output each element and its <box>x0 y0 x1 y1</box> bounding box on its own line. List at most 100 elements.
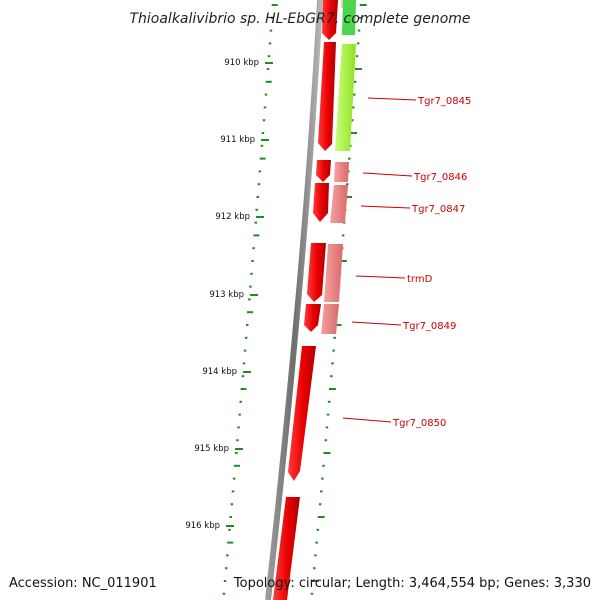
gc-dot <box>247 311 254 314</box>
cds-feature <box>322 0 338 40</box>
gc-dot <box>265 80 272 83</box>
gc-dot <box>311 580 319 582</box>
gc-dot <box>356 42 360 45</box>
gc-dot <box>232 477 236 480</box>
gc-dot <box>316 528 320 531</box>
gc-dot <box>233 464 240 467</box>
gc-dot <box>252 247 255 250</box>
gc-dot <box>352 106 355 109</box>
gc-dot <box>346 183 349 186</box>
tick-mark <box>250 294 258 296</box>
gc-dot <box>230 503 234 506</box>
gc-dot <box>223 580 227 582</box>
gc-dot <box>239 400 242 403</box>
gc-dot <box>224 567 228 570</box>
gene-label[interactable]: Tgr7_0847 <box>411 204 465 215</box>
gene-callout-line <box>362 172 413 177</box>
gene-feature <box>334 162 349 182</box>
gc-dot <box>229 516 232 518</box>
cds-track <box>273 0 338 600</box>
rna-feature <box>342 0 356 35</box>
gc-dot <box>350 132 358 134</box>
gc-dot <box>324 439 328 442</box>
gc-dot <box>226 554 229 557</box>
gene-label[interactable]: Tgr7_0845 <box>417 96 471 107</box>
gc-dot <box>266 68 270 70</box>
tick-mark <box>226 525 234 527</box>
gc-dot <box>255 208 259 211</box>
gc-dot <box>317 516 325 518</box>
gc-dot <box>341 234 345 237</box>
cds-feature <box>316 160 331 182</box>
gc-dot <box>318 503 322 506</box>
gc-dot <box>329 388 337 390</box>
gc-dot <box>320 490 323 493</box>
gc-dot <box>241 375 245 378</box>
cds-feature <box>313 183 329 222</box>
gene-callout-line <box>342 417 392 423</box>
gc-dot <box>355 55 359 58</box>
gc-dot <box>326 413 330 416</box>
gc-dot <box>333 336 336 339</box>
gc-dot <box>256 196 260 198</box>
gc-dot <box>331 362 334 365</box>
tick-label: 915 kbp <box>194 444 229 454</box>
genome-backbone <box>265 0 323 600</box>
gc-dot <box>261 132 265 134</box>
gene-callout-line <box>367 97 417 101</box>
gc-dot <box>244 336 248 339</box>
gc-dot <box>314 554 317 557</box>
gc-dot <box>264 93 268 96</box>
gc-dot <box>248 298 251 301</box>
tick-mark <box>256 216 264 218</box>
rna-track <box>335 0 356 151</box>
gc-dot <box>359 4 367 6</box>
gc-dot <box>240 388 247 390</box>
gc-dot <box>358 16 362 19</box>
gc-dot <box>250 272 253 275</box>
gc-dot <box>271 4 278 6</box>
gene-label[interactable]: Tgr7_0850 <box>392 418 446 429</box>
gc-dot <box>260 144 264 147</box>
gc-dot <box>332 349 335 352</box>
gc-dot <box>253 234 260 237</box>
gc-dot <box>231 490 235 493</box>
tick-mark <box>261 139 269 141</box>
gene-feature <box>321 304 339 334</box>
cds-feature <box>288 346 316 481</box>
tick-mark <box>235 448 243 450</box>
cds-feature <box>318 42 336 151</box>
gene-label[interactable]: Tgr7_0849 <box>402 321 456 332</box>
accession-text: Accession: NC_011901 <box>9 576 157 591</box>
tick-label: 916 kbp <box>185 521 220 531</box>
tick-label: 910 kbp <box>224 58 259 68</box>
tick-mark <box>243 371 251 373</box>
gc-dot <box>357 29 361 32</box>
gc-dot <box>322 464 325 467</box>
gc-dot <box>228 528 231 531</box>
cds-feature <box>304 304 321 332</box>
gc-dot <box>237 426 240 429</box>
gene-callout-line <box>351 321 402 326</box>
gc-dot <box>243 349 247 352</box>
gc-dot <box>348 157 351 160</box>
gc-dot <box>238 413 241 416</box>
map-title: Thioalkalivibrio sp. HL-EbGR7, complete … <box>129 11 470 27</box>
gc-dot <box>268 42 272 45</box>
cds-feature <box>273 497 300 600</box>
gc-dot <box>269 29 273 32</box>
gc-dot <box>313 567 316 570</box>
rna-feature <box>335 44 356 151</box>
gene-label[interactable]: Tgr7_0846 <box>413 172 467 183</box>
gc-dot <box>352 93 356 96</box>
gene-label[interactable]: trmD <box>407 274 433 285</box>
gc-dot <box>323 452 331 454</box>
gene-feature <box>324 244 343 302</box>
tick-label: 911 kbp <box>220 135 255 145</box>
gc-dot <box>353 80 357 83</box>
gc-dot <box>344 196 352 198</box>
tick-label: 913 kbp <box>209 290 244 300</box>
gc-dot <box>222 592 226 595</box>
